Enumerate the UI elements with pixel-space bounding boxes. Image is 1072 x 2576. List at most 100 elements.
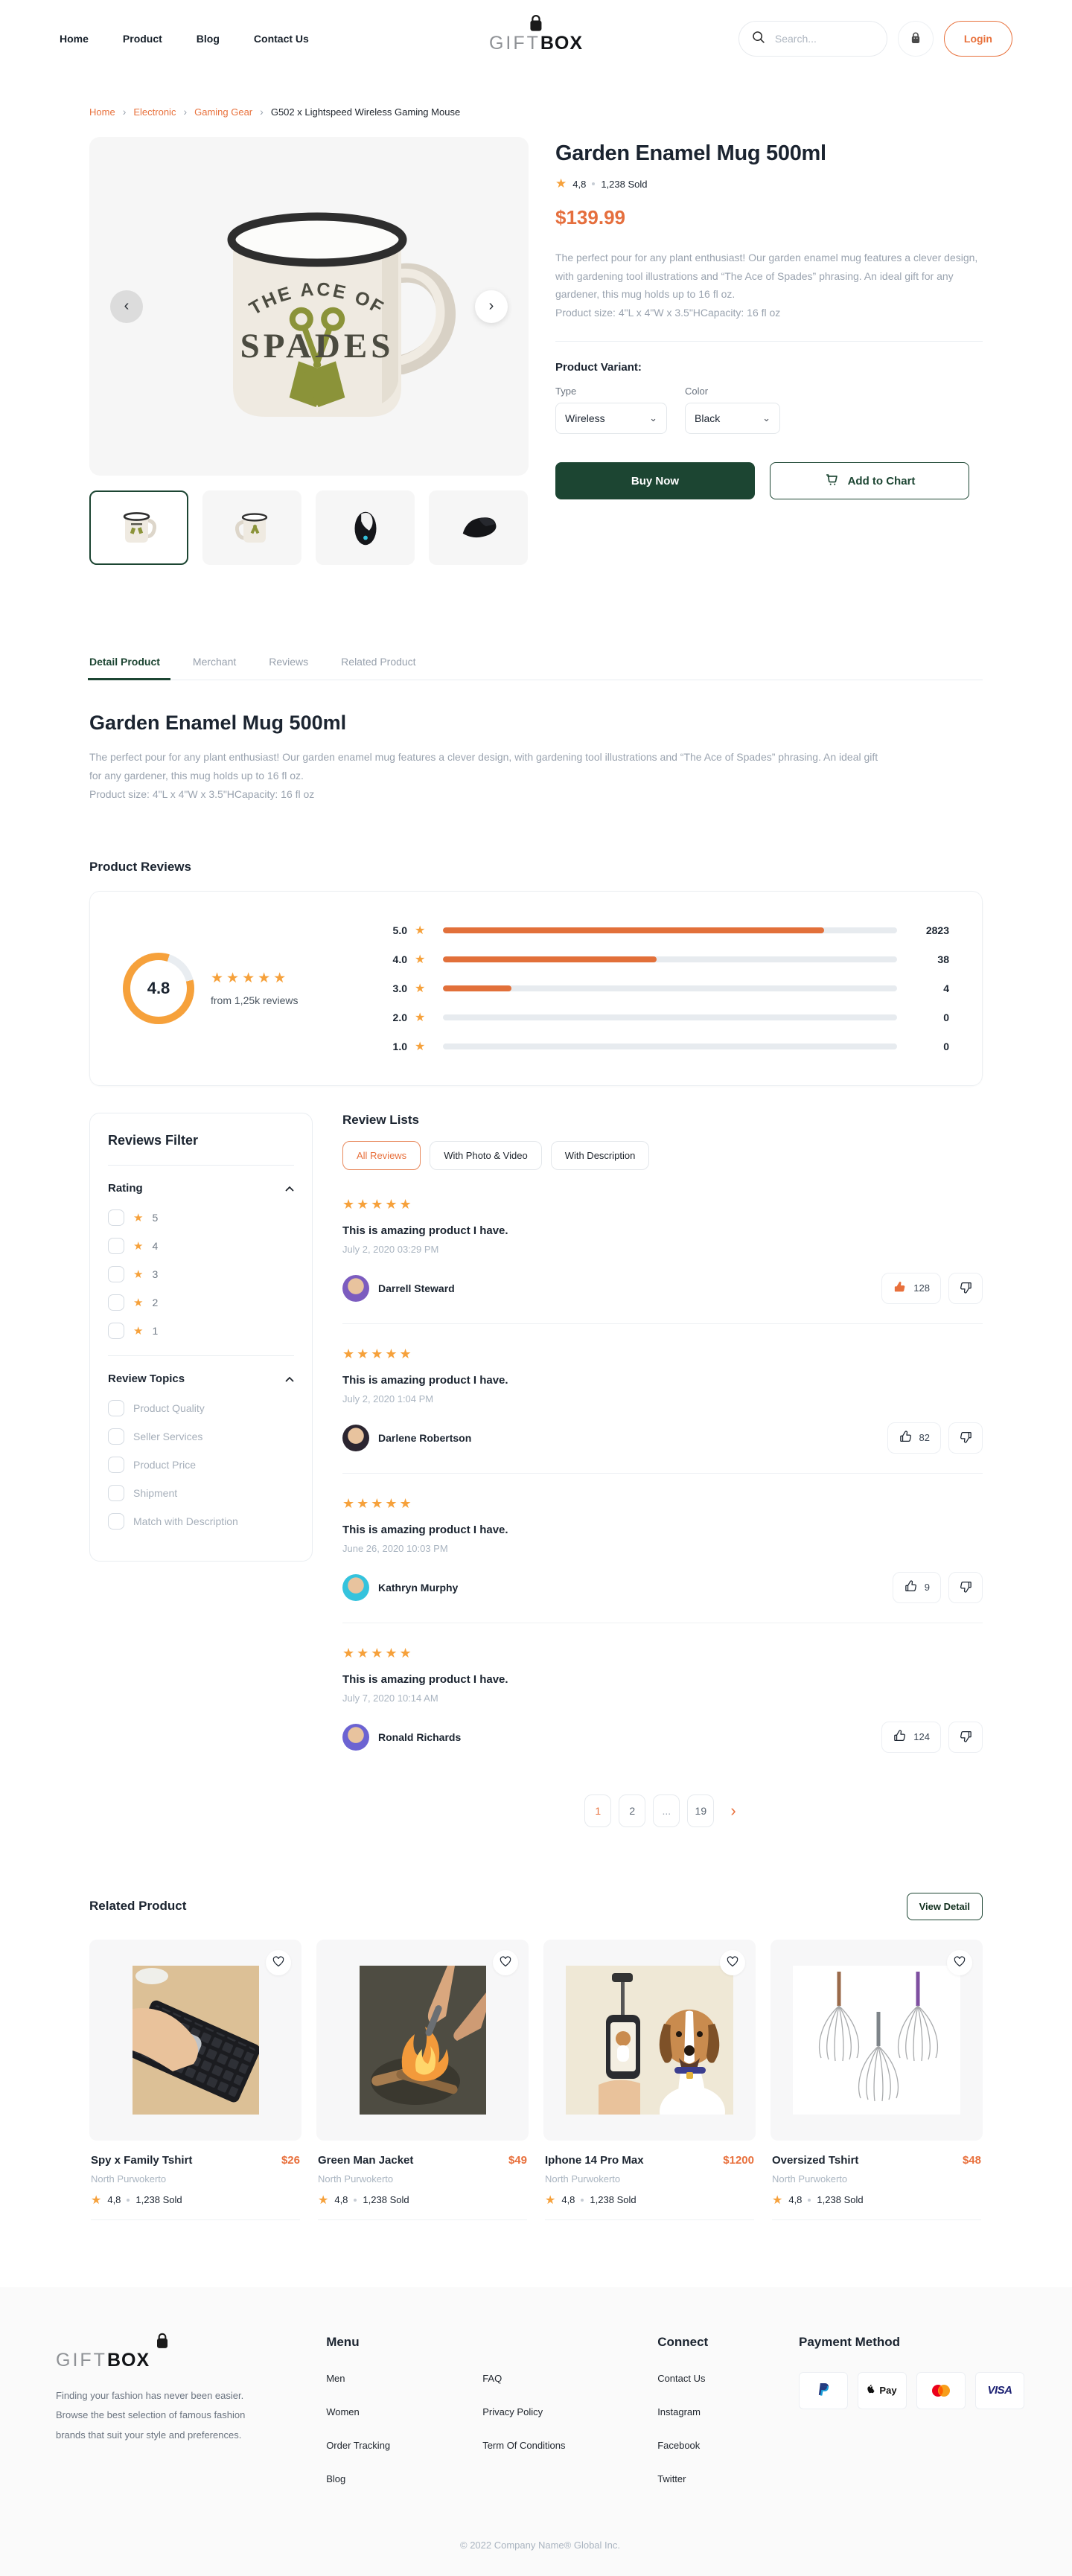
filter-rating-header[interactable]: Rating [108, 1182, 294, 1195]
nav-product[interactable]: Product [122, 33, 162, 45]
footer-link-terms[interactable]: Term Of Conditions [482, 2439, 566, 2451]
footer-link-twitter[interactable]: Twitter [657, 2473, 686, 2484]
checkbox[interactable] [108, 1322, 124, 1339]
footer-link-facebook[interactable]: Facebook [657, 2439, 701, 2451]
avatar [342, 1723, 369, 1751]
related-product-sold: 1,238 Sold [135, 2194, 182, 2206]
bag-icon [152, 2330, 173, 2354]
like-button[interactable]: 128 [881, 1272, 941, 1304]
chip-with-description[interactable]: With Description [550, 1140, 650, 1170]
nav-contact[interactable]: Contact Us [253, 33, 309, 45]
login-button[interactable]: Login [943, 21, 1012, 57]
bar-track [443, 1014, 897, 1020]
footer-grid: GIFTBOX Finding your fashion has never b… [56, 2330, 1024, 2486]
page-19[interactable]: 19 [687, 1794, 715, 1827]
review-date: July 2, 2020 1:04 PM [342, 1393, 434, 1404]
breadcrumb-current: G502 x Lightspeed Wireless Gaming Mouse [270, 106, 461, 118]
page-2[interactable]: 2 [619, 1794, 646, 1827]
checkbox[interactable] [108, 1209, 124, 1226]
chip-with-photo-video[interactable]: With Photo & Video [430, 1140, 542, 1170]
variant-color-select[interactable]: Black ⌄ [685, 403, 780, 434]
dislike-button[interactable] [948, 1721, 983, 1753]
footer-menu: Menu Men Women Order Tracking Blog FAQ P… [326, 2330, 587, 2486]
filter-rating-option: ★ 2 [108, 1294, 294, 1311]
wishlist-heart-button[interactable] [947, 1949, 972, 1975]
tab-merchant[interactable]: Merchant [192, 656, 237, 668]
page-1[interactable]: 1 [584, 1794, 612, 1827]
thumbs-down-icon [959, 1579, 973, 1596]
like-button[interactable]: 9 [892, 1571, 941, 1603]
checkbox[interactable] [108, 1294, 124, 1311]
pagination-next-button[interactable]: › [726, 1800, 740, 1821]
footer-link-women[interactable]: Women [326, 2406, 360, 2417]
header: Home Product Blog Contact Us GIFTBOX [0, 0, 1072, 77]
dislike-button[interactable] [948, 1422, 983, 1454]
filter-topic-option: Shipment [108, 1484, 294, 1501]
heart-icon [500, 1955, 511, 1969]
chip-all-reviews[interactable]: All Reviews [342, 1140, 421, 1170]
wishlist-heart-button[interactable] [266, 1949, 291, 1975]
filter-topic-label: Product Price [133, 1458, 197, 1471]
tab-reviews[interactable]: Reviews [269, 656, 309, 668]
like-button[interactable]: 82 [887, 1422, 941, 1454]
variant-type-select[interactable]: Wireless ⌄ [555, 403, 667, 434]
checkbox[interactable] [108, 1399, 124, 1416]
footer-link-men[interactable]: Men [326, 2372, 345, 2384]
checkbox[interactable] [108, 1456, 124, 1473]
thumbnail-mouse-side[interactable] [429, 490, 528, 565]
view-detail-button[interactable]: View Detail [906, 1892, 983, 1920]
product-description: The perfect pour for any plant enthusias… [555, 249, 983, 322]
add-to-cart-button[interactable]: Add to Chart [770, 462, 969, 499]
related-product-card[interactable]: Green Man Jacket $49 North Purwokerto ★ … [316, 1939, 529, 2220]
thumbnail-mug-front[interactable] [89, 490, 188, 565]
like-count: 82 [919, 1432, 930, 1444]
nav-home[interactable]: Home [60, 33, 89, 45]
related-section: Related Product View Detail [89, 1892, 983, 2220]
copyright: © 2022 Company Name® Global Inc. [460, 2539, 620, 2551]
footer-link-instagram[interactable]: Instagram [657, 2406, 701, 2417]
breadcrumb-electronic[interactable]: Electronic [133, 106, 176, 118]
dislike-button[interactable] [948, 1571, 983, 1603]
breadcrumb-gaming-gear[interactable]: Gaming Gear [194, 106, 253, 118]
thumbnail-mouse-front[interactable] [316, 490, 415, 565]
nav-blog[interactable]: Blog [196, 33, 220, 45]
checkbox[interactable] [108, 1265, 124, 1282]
checkbox[interactable] [108, 1484, 124, 1501]
filter-topics-header[interactable]: Review Topics [108, 1372, 294, 1385]
checkbox[interactable] [108, 1237, 124, 1254]
thumbs-up-icon [893, 1280, 907, 1297]
breadcrumb-home[interactable]: Home [89, 106, 115, 118]
related-product-card[interactable]: Iphone 14 Pro Max $1200 North Purwokerto… [543, 1939, 756, 2220]
tab-detail-product[interactable]: Detail Product [88, 656, 170, 680]
footer-link-privacy[interactable]: Privacy Policy [482, 2406, 543, 2417]
review-user: Ronald Richards [342, 1723, 461, 1751]
thumbnail-mug-side[interactable] [202, 490, 302, 565]
related-product-card[interactable]: Spy x Family Tshirt $26 North Purwokerto… [89, 1939, 302, 2220]
footer-link-order-tracking[interactable]: Order Tracking [326, 2439, 391, 2451]
cart-button[interactable] [897, 21, 934, 57]
related-product-name: Oversized Tshirt [772, 2153, 859, 2167]
search-input[interactable] [773, 32, 863, 45]
like-button[interactable]: 124 [881, 1721, 941, 1753]
rating-bar-row: 2.0 ★ 0 [388, 1010, 949, 1025]
carousel-prev-button[interactable]: ‹ [110, 290, 143, 323]
filter-topic-label: Seller Services [133, 1430, 203, 1442]
bar-count: 4 [943, 982, 949, 994]
footer-link-blog[interactable]: Blog [326, 2473, 346, 2484]
carousel-next-button[interactable]: › [475, 290, 508, 323]
review-stars: ★★★★★ [342, 1495, 414, 1511]
dislike-button[interactable] [948, 1272, 983, 1304]
filter-topic-label: Match with Description [133, 1515, 238, 1527]
tab-related-product[interactable]: Related Product [341, 656, 416, 668]
footer-link-contact[interactable]: Contact Us [657, 2372, 706, 2384]
checkbox[interactable] [108, 1512, 124, 1530]
footer-link-faq[interactable]: FAQ [482, 2372, 502, 2384]
heart-icon [272, 1955, 284, 1969]
wishlist-heart-button[interactable] [720, 1949, 745, 1975]
review-stars: ★★★★★ [342, 1196, 414, 1212]
buy-now-button[interactable]: Buy Now [555, 462, 755, 499]
wishlist-heart-button[interactable] [493, 1949, 518, 1975]
checkbox[interactable] [108, 1428, 124, 1445]
brand-logo[interactable]: GIFTBOX [489, 12, 583, 53]
related-product-card[interactable]: Oversized Tshirt $48 North Purwokerto ★ … [770, 1939, 983, 2220]
